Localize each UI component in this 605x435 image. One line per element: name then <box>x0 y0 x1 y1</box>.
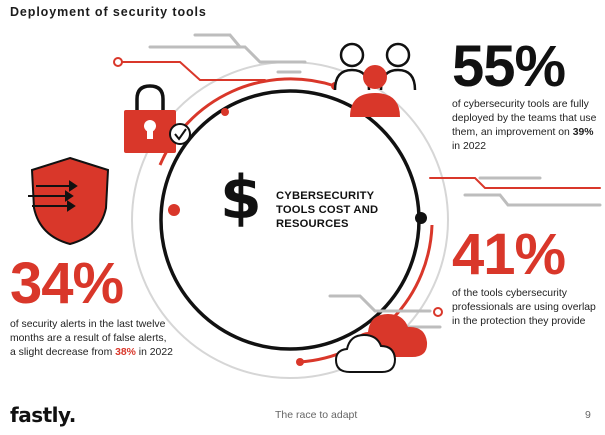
stat-41-description: of the tools cybersecurity professionals… <box>452 288 596 327</box>
brand-logo: fastly. <box>10 403 76 427</box>
stat-41-value: 41% <box>452 222 566 287</box>
stat-34-highlight: 38% <box>115 347 136 358</box>
shield-arrows-icon <box>28 156 110 246</box>
ring-dot <box>221 108 229 116</box>
connector-lines-top <box>113 33 307 81</box>
page-title: Deployment of security tools <box>10 5 207 19</box>
footer-title: The race to adapt <box>275 409 358 421</box>
connector-lines-right <box>429 176 602 207</box>
page-number: 9 <box>585 409 591 421</box>
stat-55-highlight: 39% <box>572 127 594 138</box>
stat-55-description: of cybersecurity tools are fully deploye… <box>452 99 597 152</box>
center-label: CYBERSECURITY TOOLS COST AND RESOURCES <box>276 190 379 230</box>
padlock-icon <box>124 84 176 153</box>
dollar-icon: $ <box>220 163 262 233</box>
ring-dot <box>168 204 180 216</box>
check-icon <box>169 123 191 145</box>
cloud-icon <box>334 314 428 373</box>
stat-34-description: of security alerts in the last twelve mo… <box>10 319 173 358</box>
stat-55-value: 55% <box>452 34 566 99</box>
ring-dot <box>296 358 304 366</box>
ring-dot <box>415 212 427 224</box>
people-icon <box>333 42 417 117</box>
stat-34-value: 34% <box>10 251 124 316</box>
